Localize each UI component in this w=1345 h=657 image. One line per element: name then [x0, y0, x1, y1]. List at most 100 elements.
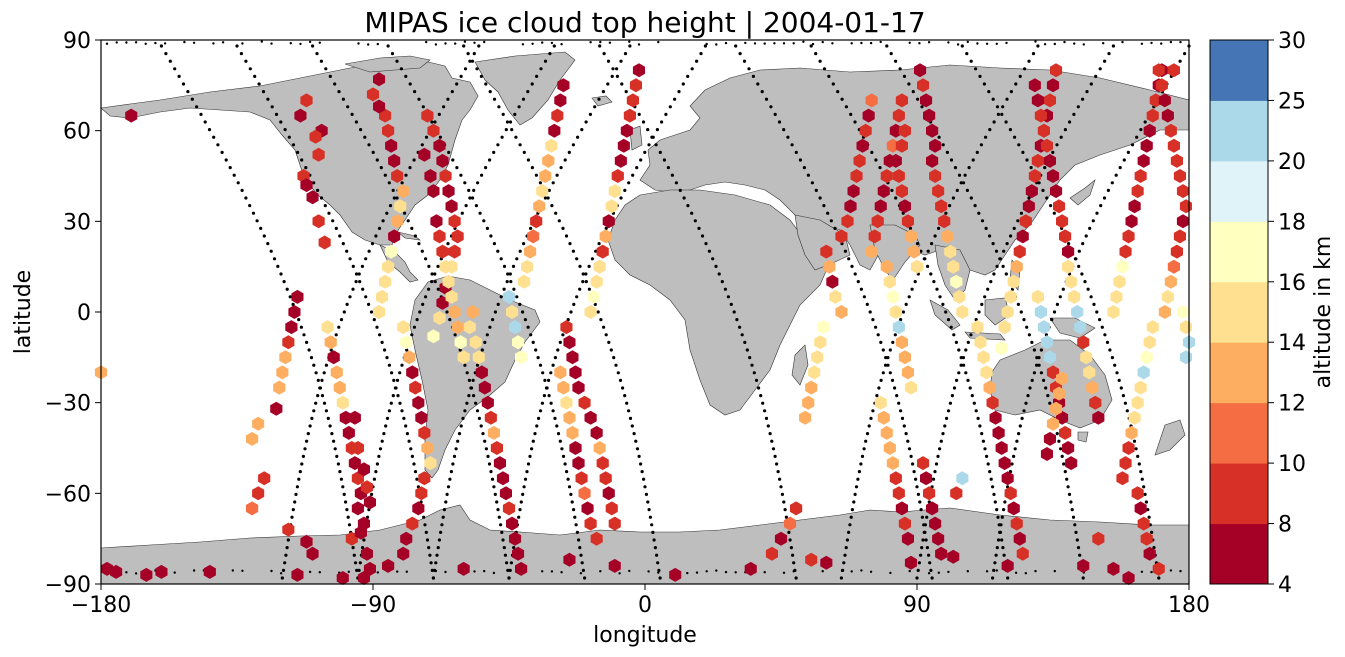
orbit-dot: [949, 402, 952, 405]
orbit-dot: [279, 120, 282, 123]
orbit-dot: [885, 44, 888, 47]
orbit-dot: [480, 75, 483, 78]
orbit-dot: [721, 280, 724, 283]
orbit-dot: [621, 386, 624, 389]
orbit-dot: [270, 250, 273, 253]
orbit-dot: [552, 364, 555, 367]
orbit-dot: [232, 569, 234, 571]
orbit-dot: [659, 576, 662, 579]
orbit-dot: [1014, 447, 1017, 450]
orbit-dot: [472, 189, 475, 192]
orbit-dot: [647, 143, 650, 146]
orbit-dot: [1054, 570, 1056, 572]
orbit-dot: [225, 158, 228, 161]
orbit-dot: [928, 561, 931, 564]
colorbar-tick-label: 8: [1278, 513, 1292, 538]
orbit-dot: [1044, 43, 1046, 45]
orbit-dot: [667, 166, 670, 169]
orbit-dot: [589, 41, 591, 43]
orbit-dot: [926, 546, 929, 549]
colorbar-bin: [1210, 403, 1268, 464]
orbit-dot: [382, 432, 385, 435]
orbit-dot: [473, 52, 476, 55]
orbit-dot: [784, 508, 787, 511]
orbit-dot: [1150, 42, 1152, 44]
orbit-dot: [1005, 98, 1008, 101]
orbit-dot: [854, 272, 857, 275]
orbit-dot: [1028, 386, 1031, 389]
orbit-dot: [998, 531, 1001, 534]
orbit-dot: [1136, 455, 1139, 458]
orbit-dot: [877, 386, 880, 389]
orbit-dot: [994, 500, 997, 503]
orbit-dot: [276, 265, 279, 268]
orbit-dot: [778, 478, 781, 481]
orbit-dot: [543, 379, 546, 382]
orbit-dot: [996, 569, 998, 571]
orbit-dot: [778, 120, 781, 123]
orbit-dot: [135, 41, 137, 43]
orbit-dot: [401, 181, 404, 184]
colorbar: 481012141618202530: [1210, 29, 1306, 598]
orbit-dot: [578, 288, 581, 291]
orbit-dot: [1028, 333, 1031, 336]
orbit-dot: [154, 42, 156, 44]
orbit-dot: [311, 44, 314, 47]
orbit-dot: [404, 424, 407, 427]
orbit-dot: [866, 303, 869, 306]
orbit-dot: [433, 120, 436, 123]
orbit-dot: [774, 455, 777, 458]
orbit-dot: [856, 478, 859, 481]
orbit-dot: [1041, 189, 1044, 192]
orbit-dot: [656, 128, 659, 131]
orbit-dot: [718, 272, 721, 275]
orbit-dot: [510, 128, 513, 131]
orbit-dot: [164, 42, 166, 44]
orbit-dot: [913, 470, 916, 473]
orbit-dot: [316, 189, 319, 192]
orbit-dot: [620, 82, 623, 85]
orbit-dot: [421, 303, 424, 306]
orbit-dot: [494, 310, 497, 313]
orbit-dot: [1017, 303, 1020, 306]
orbit-dot: [355, 120, 358, 123]
orbit-dot: [1060, 136, 1063, 139]
orbit-dot: [286, 546, 289, 549]
orbit-dot: [331, 219, 334, 222]
orbit-dot: [938, 295, 941, 298]
orbit-dot: [769, 432, 772, 435]
orbit-dot: [325, 409, 328, 412]
orbit-dot: [377, 455, 380, 458]
orbit-dot: [514, 136, 517, 139]
orbit-dot: [195, 105, 198, 108]
orbit-dot: [619, 379, 622, 382]
orbit-dot: [822, 570, 824, 572]
orbit-dot: [714, 265, 717, 268]
x-tick-label: 0: [638, 593, 652, 618]
orbit-dot: [554, 212, 557, 215]
orbit-dot: [394, 386, 397, 389]
orbit-dot: [463, 181, 466, 184]
colorbar-tick-label: 14: [1278, 331, 1306, 356]
orbit-dot: [655, 143, 658, 146]
orbit-dot: [329, 424, 332, 427]
orbit-dot: [983, 295, 986, 298]
y-axis: 9060300−30−60−90: [45, 29, 101, 598]
orbit-dot: [488, 158, 491, 161]
orbit-dot: [383, 348, 386, 351]
orbit-dot: [1063, 41, 1065, 43]
orbit-dot: [305, 341, 308, 344]
orbit-dot: [430, 561, 433, 564]
orbit-dot: [541, 41, 543, 43]
orbit-dot: [327, 417, 330, 420]
orbit-dot: [983, 82, 986, 85]
orbit-dot: [725, 42, 727, 44]
orbit-dot: [1040, 348, 1043, 351]
orbit-dot: [746, 348, 749, 351]
orbit-dot: [1145, 500, 1148, 503]
orbit-dot: [870, 42, 872, 44]
orbit-dot: [772, 447, 775, 450]
orbit-dot: [645, 493, 648, 496]
orbit-dot: [855, 485, 858, 488]
orbit-dot: [782, 128, 785, 131]
